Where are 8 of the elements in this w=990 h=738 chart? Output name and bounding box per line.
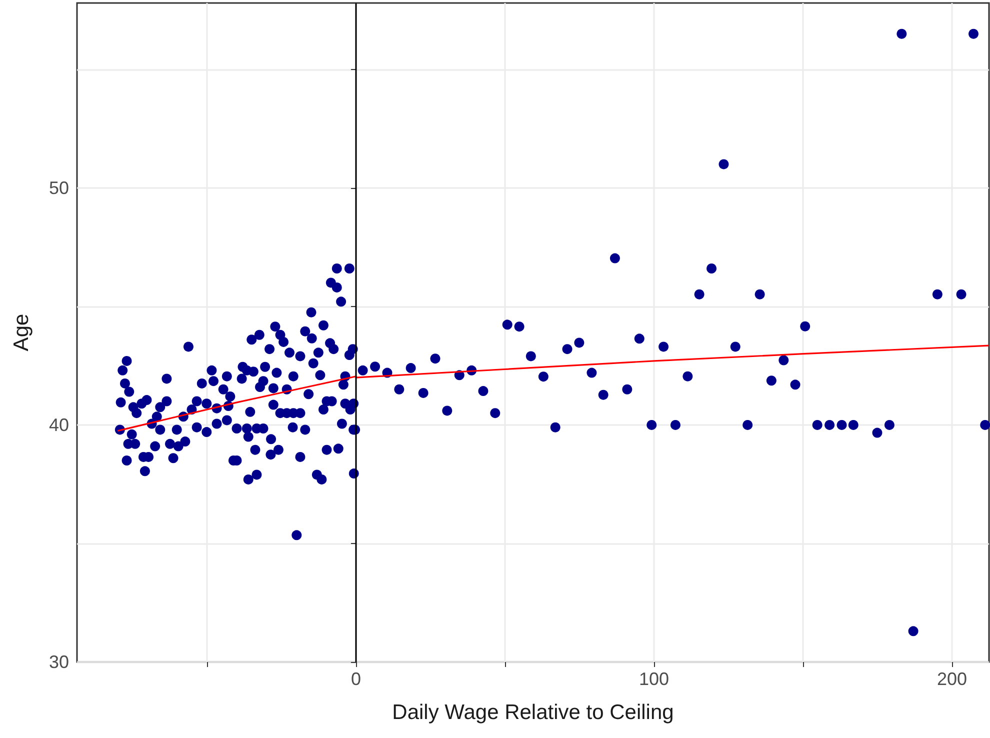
- y-tick-label: 30: [48, 652, 69, 672]
- x-tick-label: 0: [350, 669, 361, 689]
- x-tick-label: 100: [638, 669, 670, 689]
- y-tick-label: 50: [48, 178, 69, 198]
- x-tick-label: 200: [937, 669, 968, 689]
- y-axis-title: Age: [10, 314, 33, 352]
- x-axis-title: Daily Wage Relative to Ceiling: [392, 701, 674, 724]
- y-tick-label: 40: [48, 414, 69, 435]
